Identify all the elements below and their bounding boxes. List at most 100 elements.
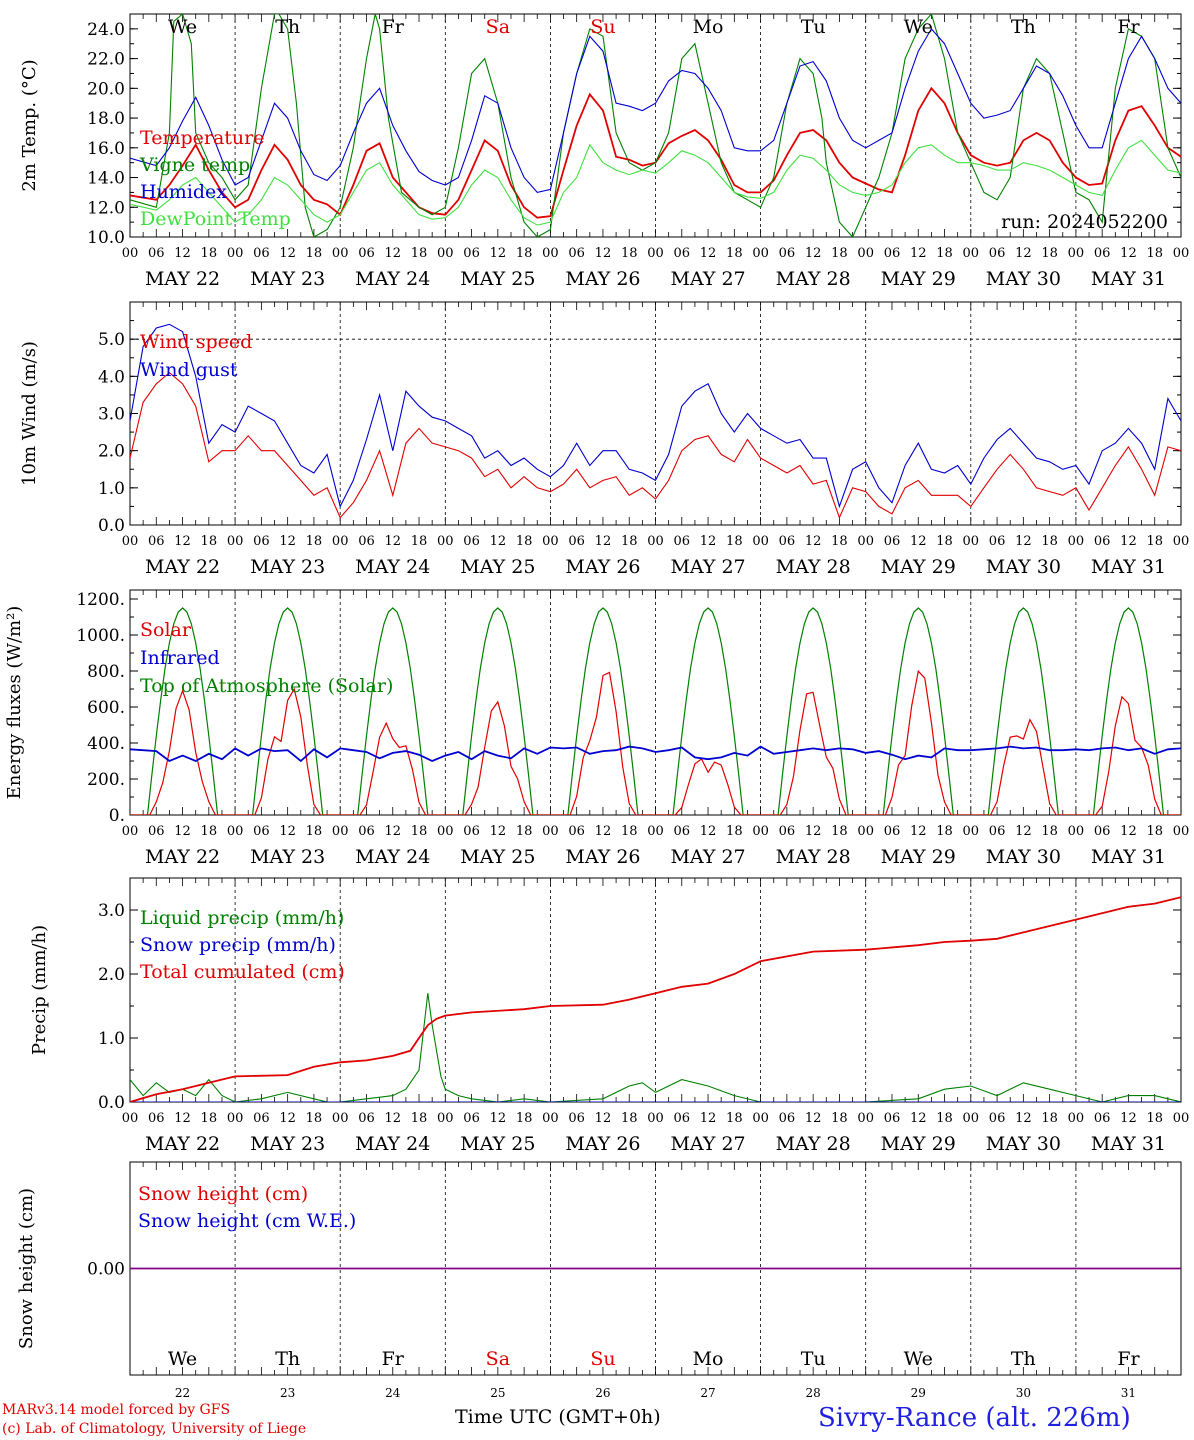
hour-tick-label: 06 [463, 534, 480, 549]
hour-tick-label: 06 [674, 824, 691, 839]
date-label: MAY 31 [1091, 1133, 1166, 1155]
hour-tick-label: 18 [726, 824, 743, 839]
date-label: MAY 30 [986, 556, 1061, 578]
date-label: MAY 24 [355, 556, 430, 578]
hour-tick-label: 06 [779, 1111, 796, 1126]
hour-tick-label: 12 [700, 534, 717, 549]
plot-area [130, 323, 1181, 520]
legend-total-cumulated-cm: Total cumulated (cm) [140, 961, 345, 983]
hour-tick-label: 12 [805, 246, 822, 261]
panel-energy: 0. 200. 400. 600. 800. 1000. 1200. Energy fluxe… [4, 589, 1190, 868]
hour-tick-label: 00 [332, 246, 349, 261]
hour-tick-label: 18 [516, 246, 533, 261]
y-tick-label: 1.0 [98, 479, 125, 499]
hour-tick-label: 12 [174, 246, 191, 261]
hour-tick-label: 18 [201, 824, 218, 839]
date-label: MAY 29 [881, 556, 956, 578]
hour-tick-label: 06 [674, 246, 691, 261]
location-label: Sivry-Rance (alt. 226m) [818, 1403, 1131, 1433]
hour-tick-label: 18 [831, 534, 848, 549]
hour-tick-label: 12 [1015, 534, 1032, 549]
hour-tick-label: 18 [411, 824, 428, 839]
series-wind-speed [130, 371, 1181, 520]
plot-frame [129, 13, 1182, 238]
legend-snow-height-cm: Snow height (cm) [138, 1183, 308, 1205]
y-axis-label: 10m Wind (m/s) [19, 341, 40, 486]
hour-tick-label: 12 [595, 1111, 612, 1126]
legend-snow-precip-mm-h: Snow precip (mm/h) [140, 934, 336, 956]
hour-tick-label: 06 [1094, 534, 1111, 549]
hour-tick-label: 18 [831, 1111, 848, 1126]
hour-tick-label: 06 [463, 824, 480, 839]
date-label: MAY 24 [355, 1133, 430, 1155]
hour-tick-label: 00 [1173, 824, 1190, 839]
date-label: MAY 25 [460, 268, 535, 290]
hour-tick-label: 18 [306, 246, 323, 261]
hour-tick-label: 00 [122, 246, 139, 261]
hour-tick-label: 00 [122, 1111, 139, 1126]
hour-tick-label: 06 [884, 246, 901, 261]
y-tick-label: 200. [87, 770, 125, 790]
hour-tick-label: 12 [1015, 1111, 1032, 1126]
date-label: MAY 27 [670, 846, 745, 868]
hour-tick-label: 12 [384, 824, 401, 839]
series-solar [130, 669, 1181, 815]
series-vigne-temp [130, 14, 1181, 237]
y-tick-label: 14.0 [87, 169, 125, 189]
hour-tick-label: 06 [148, 824, 165, 839]
hour-tick-label: 00 [1173, 534, 1190, 549]
series-toa-solar [130, 607, 1181, 815]
hour-tick-label: 18 [1146, 246, 1163, 261]
hour-tick-label: 06 [884, 1111, 901, 1126]
hour-tick-label: 18 [1041, 246, 1058, 261]
legend-humidex: Humidex [140, 181, 227, 203]
y-tick-label: 0. [109, 806, 125, 826]
y-axis-label: Snow height (cm) [16, 1188, 37, 1349]
hour-tick-label: 06 [463, 1111, 480, 1126]
hour-tick-label: 06 [568, 824, 585, 839]
legend-liquid-precip-mm-h: Liquid precip (mm/h) [140, 907, 344, 929]
date-label: MAY 22 [145, 846, 220, 868]
hour-tick-label: 18 [516, 1111, 533, 1126]
hour-tick-label: 18 [621, 246, 638, 261]
hour-tick-label: 18 [1041, 534, 1058, 549]
hour-tick-label: 00 [542, 1111, 559, 1126]
hour-tick-label: 18 [411, 1111, 428, 1126]
hour-tick-label: 00 [752, 246, 769, 261]
date-label: MAY 27 [670, 556, 745, 578]
day-name-bottom: Th [1011, 1348, 1036, 1370]
y-tick-label: 800. [87, 662, 125, 682]
hour-tick-label: 00 [963, 1111, 980, 1126]
hour-tick-label: 00 [1068, 1111, 1085, 1126]
date-label: MAY 27 [670, 268, 745, 290]
hour-tick-label: 06 [358, 246, 375, 261]
legend-wind-speed: Wind speed [140, 331, 252, 353]
plot-area [130, 14, 1181, 237]
hour-tick-label: 00 [437, 534, 454, 549]
day-name-top: Th [275, 16, 300, 38]
plot-area [130, 607, 1181, 815]
legend-vigne-temp: Vigne temp [139, 154, 250, 176]
hour-tick-label: 18 [936, 534, 953, 549]
y-axis-label: Precip (mm/h) [29, 925, 50, 1055]
day-name-bottom: Fr [1117, 1348, 1140, 1370]
y-tick-label: 0.0 [98, 516, 125, 536]
y-tick-label: 2.0 [98, 442, 125, 462]
day-name-top: Fr [382, 16, 405, 38]
panel-temp: 10.0 12.0 14.0 16.0 18.0 20.0 22.0 24.0 2m Temp.… [19, 13, 1189, 290]
hour-tick-label: 18 [411, 246, 428, 261]
y-tick-label: 600. [87, 698, 125, 718]
legend-solar: Solar [140, 619, 192, 641]
hour-tick-label: 06 [779, 246, 796, 261]
hour-tick-label: 06 [568, 1111, 585, 1126]
day-number: 27 [700, 1386, 715, 1400]
hour-tick-label: 06 [884, 824, 901, 839]
hour-tick-label: 18 [516, 824, 533, 839]
hour-tick-label: 18 [306, 534, 323, 549]
hour-tick-label: 12 [490, 246, 507, 261]
hour-tick-label: 12 [595, 824, 612, 839]
y-tick-label: 24.0 [87, 20, 125, 40]
hour-tick-label: 06 [779, 824, 796, 839]
day-number: 30 [1016, 1386, 1031, 1400]
